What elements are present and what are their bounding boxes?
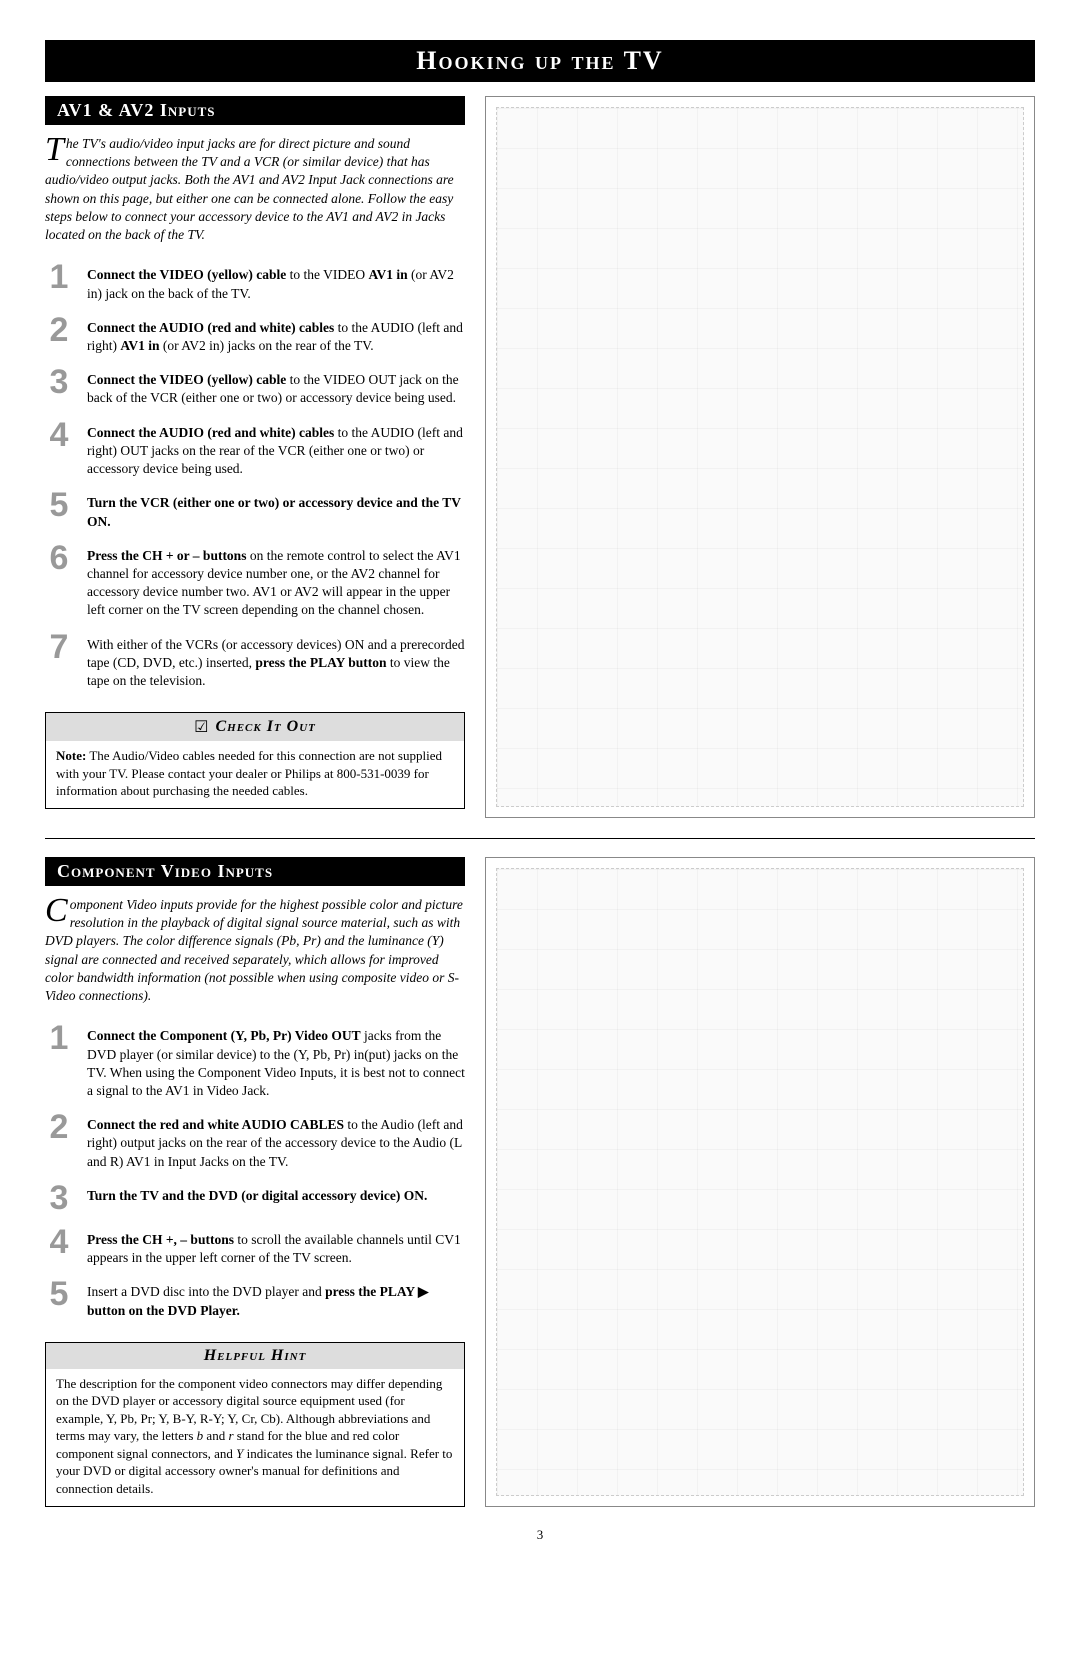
av-section: AV1 & AV2 Inputs The TV's audio/video in…: [45, 96, 1035, 818]
step-text: Press the CH +, – buttons to scroll the …: [87, 1225, 465, 1267]
cv-diagram: [485, 857, 1035, 1507]
step: 5 Insert a DVD disc into the DVD player a…: [45, 1277, 465, 1319]
step: 1 Connect the VIDEO (yellow) cable to the…: [45, 260, 465, 302]
step-number: 2: [45, 313, 73, 347]
helpful-hint-header: Helpful Hint: [46, 1343, 464, 1369]
step: 4 Connect the AUDIO (red and white) cable…: [45, 418, 465, 479]
step: 3 Turn the TV and the DVD (or digital acc…: [45, 1181, 465, 1215]
helpful-hint-body: The description for the component video …: [46, 1369, 464, 1506]
step-text: Connect the AUDIO (red and white) cables…: [87, 418, 465, 479]
cv-steps: 1 Connect the Component (Y, Pb, Pr) Video…: [45, 1021, 465, 1319]
step: 2 Connect the AUDIO (red and white) cable…: [45, 313, 465, 355]
av-intro-dropcap: T: [45, 137, 64, 163]
step-number: 6: [45, 541, 73, 575]
step-number: 1: [45, 260, 73, 294]
step: 6 Press the CH + or – buttons on the remo…: [45, 541, 465, 620]
step-text: Connect the AUDIO (red and white) cables…: [87, 313, 465, 355]
cv-connection-diagram: [496, 868, 1024, 1496]
step-number: 5: [45, 1277, 73, 1311]
cv-section: Component Video Inputs Component Video i…: [45, 838, 1035, 1507]
step: 1 Connect the Component (Y, Pb, Pr) Video…: [45, 1021, 465, 1100]
step: 4 Press the CH +, – buttons to scroll the…: [45, 1225, 465, 1267]
step-text: Turn the TV and the DVD (or digital acce…: [87, 1181, 427, 1205]
step-number: 1: [45, 1021, 73, 1055]
av-intro: The TV's audio/video input jacks are for…: [45, 135, 465, 244]
step-text: Insert a DVD disc into the DVD player an…: [87, 1277, 465, 1319]
step: 7 With either of the VCRs (or accessory d…: [45, 630, 465, 691]
check-it-out-header: ☑ Check It Out: [46, 713, 464, 741]
step-text: Connect the VIDEO (yellow) cable to the …: [87, 365, 465, 407]
check-it-out-title: Check It Out: [215, 718, 315, 736]
av-section-header: AV1 & AV2 Inputs: [45, 96, 465, 125]
step-number: 3: [45, 365, 73, 399]
step-text: With either of the VCRs (or accessory de…: [87, 630, 465, 691]
checkmark-icon: ☑: [194, 717, 209, 737]
step-text: Connect the VIDEO (yellow) cable to the …: [87, 260, 465, 302]
step: 3 Connect the VIDEO (yellow) cable to the…: [45, 365, 465, 407]
av-steps: 1 Connect the VIDEO (yellow) cable to the…: [45, 260, 465, 690]
helpful-hint-title: Helpful Hint: [204, 1347, 307, 1365]
cv-intro: Component Video inputs provide for the h…: [45, 896, 465, 1005]
page-title: Hooking up the TV: [416, 46, 663, 75]
step: 5 Turn the VCR (either one or two) or acc…: [45, 488, 465, 530]
av-left-column: AV1 & AV2 Inputs The TV's audio/video in…: [45, 96, 465, 818]
step-number: 7: [45, 630, 73, 664]
step-number: 2: [45, 1110, 73, 1144]
step-number: 3: [45, 1181, 73, 1215]
check-it-out-box: ☑ Check It Out Note: The Audio/Video cab…: [45, 712, 465, 809]
step-number: 5: [45, 488, 73, 522]
step-text: Connect the red and white AUDIO CABLES t…: [87, 1110, 465, 1171]
step-text: Press the CH + or – buttons on the remot…: [87, 541, 465, 620]
av-connection-diagram: [496, 107, 1024, 807]
step-text: Connect the Component (Y, Pb, Pr) Video …: [87, 1021, 465, 1100]
step-number: 4: [45, 1225, 73, 1259]
av-diagram: [485, 96, 1035, 818]
step: 2 Connect the red and white AUDIO CABLES …: [45, 1110, 465, 1171]
check-it-out-body: Note: The Audio/Video cables needed for …: [46, 741, 464, 808]
cv-intro-text: omponent Video inputs provide for the hi…: [45, 897, 463, 1003]
cv-left-column: Component Video Inputs Component Video i…: [45, 857, 465, 1507]
cv-section-header: Component Video Inputs: [45, 857, 465, 886]
page-title-bar: Hooking up the TV: [45, 40, 1035, 82]
av-intro-text: he TV's audio/video input jacks are for …: [45, 136, 454, 242]
cv-intro-dropcap: C: [45, 898, 68, 924]
page-number: 3: [45, 1527, 1035, 1543]
step-text: Turn the VCR (either one or two) or acce…: [87, 488, 465, 530]
step-number: 4: [45, 418, 73, 452]
helpful-hint-box: Helpful Hint The description for the com…: [45, 1342, 465, 1507]
